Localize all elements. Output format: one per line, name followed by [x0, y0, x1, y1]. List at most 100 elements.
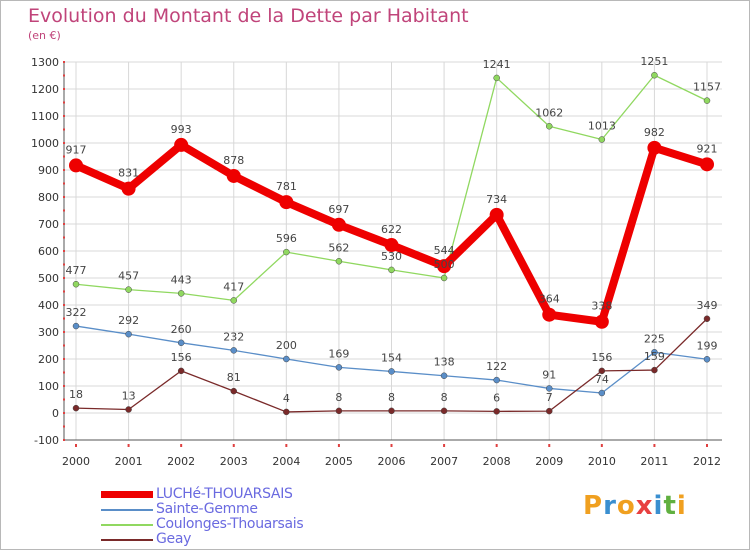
x-tick-label: 2000 [62, 455, 90, 468]
data-point [493, 408, 500, 415]
logo-letter: t [663, 491, 677, 521]
data-point [388, 368, 395, 375]
data-label: 1157 [693, 81, 721, 94]
x-tick-label: 2011 [640, 455, 668, 468]
x-tick-label: 2007 [430, 455, 458, 468]
data-label: 457 [118, 270, 139, 283]
data-point [594, 314, 609, 329]
data-point [440, 372, 448, 379]
y-minor-tick [63, 88, 65, 90]
data-point [72, 404, 80, 412]
y-tick-label: 700 [38, 218, 59, 231]
data-point [283, 248, 290, 256]
data-label: 349 [697, 299, 718, 312]
data-point [598, 136, 606, 143]
y-tick-label: -100 [34, 434, 59, 447]
data-point [125, 406, 132, 413]
data-point [651, 71, 658, 79]
logo-letter: x [635, 491, 654, 521]
y-minor-tick [63, 196, 65, 198]
legend-item-coulonges-thouarsais[interactable]: Coulonges-Thouarsais [101, 517, 361, 532]
legend-item-geay[interactable]: Geay [101, 532, 361, 547]
y-minor-tick [63, 439, 65, 441]
data-label: 443 [171, 273, 192, 286]
legend-item-luche-thouarsais[interactable]: LUCHé-THOUARSAIS [101, 487, 361, 502]
data-label: 562 [328, 241, 349, 254]
data-label: 200 [276, 339, 297, 352]
y-minor-tick [63, 155, 65, 158]
y-minor-tick [63, 385, 65, 387]
data-point [230, 387, 237, 395]
data-label: 364 [539, 293, 560, 306]
data-point [651, 366, 658, 374]
data-point [598, 389, 606, 397]
data-point [489, 207, 504, 222]
data-label: 18 [69, 388, 83, 401]
x-minor-tick [548, 444, 551, 447]
x-minor-tick [127, 444, 130, 447]
data-label: 199 [697, 339, 718, 352]
y-minor-tick [63, 331, 65, 333]
data-label: 232 [223, 330, 244, 343]
data-label: 138 [434, 356, 455, 369]
x-minor-tick [285, 444, 288, 447]
data-label: 530 [381, 250, 402, 263]
data-point [279, 195, 294, 210]
data-point [283, 408, 290, 416]
y-minor-tick [63, 142, 65, 144]
y-minor-tick [63, 398, 65, 401]
data-label: 13 [122, 389, 136, 402]
logo-letter: P [583, 491, 604, 521]
data-label: 122 [486, 360, 507, 373]
y-minor-tick [63, 290, 65, 293]
data-label: 169 [328, 347, 349, 360]
data-point [598, 367, 606, 375]
x-minor-tick [653, 444, 656, 447]
data-label: 225 [644, 332, 665, 345]
data-label: 292 [118, 314, 139, 327]
data-label: 91 [542, 368, 556, 381]
data-point [331, 217, 346, 232]
data-label: 8 [441, 391, 448, 404]
data-point [703, 356, 711, 363]
data-label: 7 [546, 391, 553, 404]
axes-layer: -100 0 100 200 300 400 500 600 700 800 900 1000 1100… [31, 56, 722, 468]
y-minor-tick [63, 344, 65, 347]
legend-item-sainte-gemme[interactable]: Sainte-Gemme [101, 502, 361, 517]
data-point [177, 290, 185, 297]
data-label: 500 [434, 258, 455, 271]
x-tick-label: 2012 [693, 455, 721, 468]
data-label: 260 [171, 323, 192, 336]
y-minor-tick [63, 317, 65, 320]
y-minor-tick [63, 358, 65, 360]
y-minor-tick [63, 277, 65, 279]
x-tick-label: 2008 [483, 455, 511, 468]
series-layer [69, 71, 714, 416]
y-tick-label: 100 [38, 380, 59, 393]
chart-subtitle: (en €) [28, 29, 61, 42]
x-tick-label: 2001 [115, 455, 143, 468]
data-point [230, 347, 237, 354]
y-tick-label: 900 [38, 164, 59, 177]
data-label: 697 [328, 203, 349, 216]
y-minor-tick [63, 169, 65, 171]
data-point [335, 364, 343, 371]
data-point [230, 297, 237, 304]
y-tick-label: 0 [52, 407, 59, 420]
x-minor-tick [495, 444, 498, 447]
data-label: 322 [66, 306, 87, 319]
x-minor-tick [600, 444, 603, 447]
y-tick-label: 600 [38, 245, 59, 258]
x-minor-tick [337, 444, 340, 447]
y-minor-tick [63, 61, 65, 63]
data-point [546, 407, 553, 415]
data-label: 622 [381, 223, 402, 236]
data-point [440, 407, 448, 415]
data-label: 417 [223, 280, 244, 293]
data-label: 154 [381, 351, 402, 364]
x-minor-tick [232, 444, 235, 447]
data-point [647, 140, 662, 155]
x-minor-tick [390, 444, 393, 447]
data-point [174, 137, 189, 152]
data-point [226, 168, 241, 183]
